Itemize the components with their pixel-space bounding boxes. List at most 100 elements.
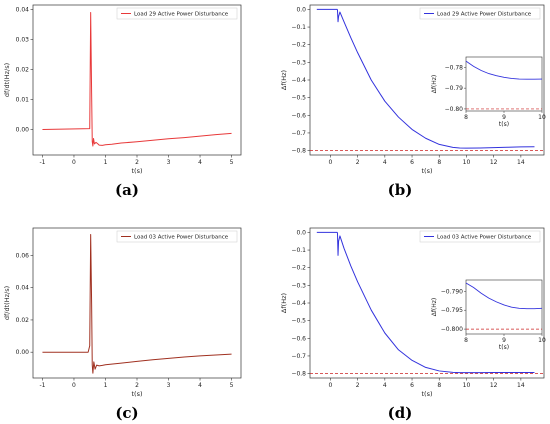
inset-y-tick-label: −0.79 — [445, 85, 464, 92]
x-tick-label: -1 — [39, 159, 45, 166]
legend: Load 29 Active Power Disturbance — [419, 7, 541, 20]
y-tick-label: −0.3 — [291, 282, 306, 289]
x-tick-label: 4 — [383, 159, 387, 166]
inset-x-tick-label: 9 — [502, 114, 506, 121]
legend-box — [419, 7, 541, 20]
x-tick-label: 3 — [167, 382, 171, 389]
x-tick-label: 2 — [356, 159, 360, 166]
x-tick-label: 10 — [463, 159, 471, 166]
legend-box — [116, 7, 238, 20]
x-tick-label: 1 — [104, 159, 108, 166]
legend: Load 03 Active Power Disturbance — [116, 230, 238, 243]
y-tick-label: −0.1 — [291, 247, 306, 254]
x-axis-label: t(s) — [421, 390, 432, 398]
panel-caption: (d) — [388, 404, 413, 422]
y-tick-label: −0.1 — [291, 24, 306, 31]
x-tick-label: 10 — [463, 382, 471, 389]
y-axis-label: Δf(Hz) — [280, 293, 288, 313]
inset: 8 9 10 −0.78 −0.79 −0.80 t(s) Δf(Hz) — [431, 56, 546, 128]
x-tick-label: 4 — [198, 382, 202, 389]
x-tick-label: 6 — [410, 159, 414, 166]
x-axis-label: t(s) — [131, 167, 142, 175]
inset-y-tick-label: −0.800 — [441, 326, 463, 333]
x-tick-label: 12 — [490, 382, 498, 389]
y-tick-label: 0.04 — [16, 7, 30, 14]
inset-x-tick-label: 8 — [464, 337, 468, 344]
x-tick-label: 14 — [517, 382, 525, 389]
legend: Load 29 Active Power Disturbance — [116, 7, 238, 20]
x-tick-label: 3 — [167, 159, 171, 166]
x-tick-label: 1 — [104, 382, 108, 389]
x-tick-label: 6 — [410, 382, 414, 389]
y-tick-label: 0.03 — [16, 37, 30, 44]
y-axis-label: df/dt(Hz/s) — [3, 63, 11, 97]
inset-frame — [465, 279, 543, 335]
y-tick-label: −0.4 — [291, 300, 306, 307]
inset-y-axis-label: Δf(Hz) — [431, 75, 438, 94]
legend-box — [419, 230, 541, 243]
y-tick-label: 0.04 — [16, 285, 30, 292]
panel-caption: (c) — [115, 404, 138, 422]
panel-a: -1 0 1 2 3 4 5 0.00 0.01 0.02 0.03 0.04 t(s) df/dt(Hz… — [3, 4, 242, 175]
x-tick-label: 0 — [72, 159, 76, 166]
legend-label: Load 29 Active Power Disturbance — [134, 12, 229, 18]
inset: 8 9 10 −0.790 −0.795 −0.800 t(s) Δf(Hz) — [431, 279, 546, 351]
y-tick-label: −0.4 — [291, 77, 306, 84]
y-tick-label: −0.3 — [291, 59, 306, 66]
series-line — [42, 233, 232, 374]
y-tick-label: −0.7 — [291, 353, 306, 360]
y-tick-label: 0.00 — [16, 127, 30, 134]
y-tick-label: −0.6 — [291, 335, 306, 342]
inset-x-tick-label: 9 — [502, 337, 506, 344]
inset-x-tick-label: 8 — [464, 114, 468, 121]
y-tick-label: 0.0 — [296, 229, 306, 236]
x-tick-label: 0 — [328, 382, 332, 389]
inset-x-axis-label: t(s) — [499, 344, 509, 351]
x-tick-label: 5 — [230, 382, 234, 389]
y-tick-label: 0.02 — [16, 67, 30, 74]
inset-y-tick-label: −0.795 — [441, 307, 463, 314]
y-tick-label: −0.5 — [291, 318, 306, 325]
x-tick-label: 4 — [383, 382, 387, 389]
y-tick-label: −0.8 — [291, 371, 306, 378]
x-tick-label: 0 — [72, 382, 76, 389]
legend-label: Load 03 Active Power Disturbance — [437, 235, 532, 241]
y-tick-label: 0.0 — [296, 6, 306, 13]
inset-y-tick-label: −0.80 — [445, 106, 464, 113]
panel-caption: (a) — [115, 181, 139, 199]
axes-frame — [32, 4, 242, 156]
inset-series-line — [465, 282, 543, 310]
panel-b: 0 2 4 6 8 10 12 14 0.0 −0.1 −0.2 −0.3 −0.4 −0.5 −0.6 −0… — [280, 4, 546, 175]
inset-x-axis-label: t(s) — [499, 121, 509, 128]
y-tick-label: 0.02 — [16, 317, 30, 324]
x-tick-label: -1 — [39, 382, 45, 389]
x-axis-label: t(s) — [131, 390, 142, 398]
x-tick-label: 5 — [230, 159, 234, 166]
legend-label: Load 03 Active Power Disturbance — [134, 235, 229, 241]
inset-x-tick-label: 10 — [538, 337, 546, 344]
y-tick-label: −0.2 — [291, 42, 306, 49]
x-tick-label: 12 — [490, 159, 498, 166]
inset-y-axis-label: Δf(Hz) — [431, 298, 438, 317]
panel-caption: (b) — [388, 181, 413, 199]
y-tick-label: 0.01 — [16, 97, 30, 104]
y-tick-label: −0.5 — [291, 95, 306, 102]
y-tick-label: −0.8 — [291, 148, 306, 155]
x-tick-label: 2 — [135, 159, 139, 166]
x-axis-label: t(s) — [421, 167, 432, 175]
y-tick-label: 0.00 — [16, 349, 30, 356]
panel-d: 0 2 4 6 8 10 12 14 0.0 −0.1 −0.2 −0.3 −0.4 −0.5 −0.6 −0… — [280, 227, 546, 398]
inset-y-tick-label: −0.78 — [445, 64, 464, 71]
y-tick-label: −0.7 — [291, 130, 306, 137]
inset-y-tick-label: −0.790 — [441, 288, 463, 295]
x-tick-label: 14 — [517, 159, 525, 166]
inset-x-tick-label: 10 — [538, 114, 546, 121]
y-tick-label: −0.6 — [291, 112, 306, 119]
legend-label: Load 29 Active Power Disturbance — [437, 12, 532, 18]
series-line — [42, 12, 232, 147]
legend: Load 03 Active Power Disturbance — [419, 230, 541, 243]
x-tick-label: 0 — [328, 159, 332, 166]
legend-box — [116, 230, 238, 243]
panel-c: -1 0 1 2 3 4 5 0.00 0.02 0.04 0.06 t(s) df/dt(Hz/s) L… — [3, 227, 242, 398]
